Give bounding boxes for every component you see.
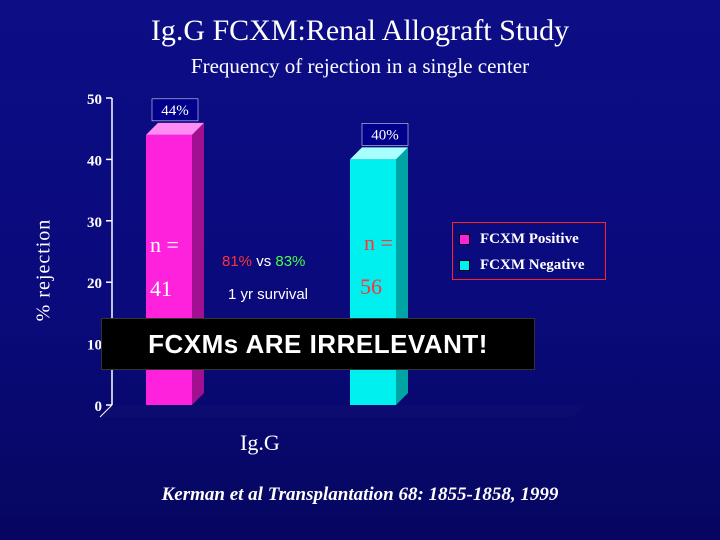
legend-swatch-positive — [459, 234, 470, 245]
n-positive-value: 41 — [150, 276, 172, 301]
y-tick-label: 10 — [87, 338, 102, 354]
n-negative-label: n = — [364, 230, 393, 255]
callout-box: FCXMs ARE IRRELEVANT! — [101, 318, 535, 370]
survival-label: 1 yr survival — [228, 286, 309, 303]
survival-comparison: 81% vs 83% — [222, 253, 305, 270]
axis-depth-line — [99, 404, 113, 418]
legend-label-negative: FCXM Negative — [480, 257, 585, 273]
legend-item-negative: FCXM Negative — [459, 257, 585, 274]
legend-swatch-negative — [459, 260, 470, 271]
survival-positive-pct: 81% — [222, 253, 253, 270]
chart-floor — [100, 405, 584, 417]
y-tick-label: 40 — [87, 153, 102, 169]
y-axis-label: % rejection — [32, 218, 55, 322]
n-positive-label: n = — [150, 232, 179, 257]
data-label-box — [151, 98, 199, 122]
y-tick-label: 20 — [87, 276, 102, 292]
chart-legend: FCXM Positive FCXM Negative — [452, 222, 606, 280]
survival-vs: vs — [256, 253, 272, 270]
data-label-box — [361, 123, 409, 146]
data-label-negative: 40% — [371, 127, 399, 143]
y-tick-label: 0 — [95, 399, 103, 415]
callout-text: FCXMs ARE IRRELEVANT! — [148, 328, 488, 359]
x-axis-label: Ig.G — [240, 430, 280, 455]
data-label-positive: 44% — [161, 103, 189, 119]
y-tick-label: 50 — [87, 92, 102, 108]
survival-negative-pct: 83% — [275, 253, 306, 270]
slide-title: Ig.G FCXM:Renal Allograft Study — [150, 14, 570, 47]
label-layer: 44% 40% — [151, 98, 409, 146]
bar-top-negative — [350, 147, 408, 160]
legend-item-positive: FCXM Positive — [459, 231, 579, 248]
y-tick-label: 30 — [87, 215, 102, 231]
bar-top-positive — [146, 122, 204, 135]
legend-label-positive: FCXM Positive — [480, 231, 579, 247]
n-negative-value: 56 — [360, 274, 382, 299]
citation: Kerman et al Transplantation 68: 1855-18… — [161, 484, 559, 505]
slide-subtitle: Frequency of rejection in a single cente… — [190, 54, 530, 78]
